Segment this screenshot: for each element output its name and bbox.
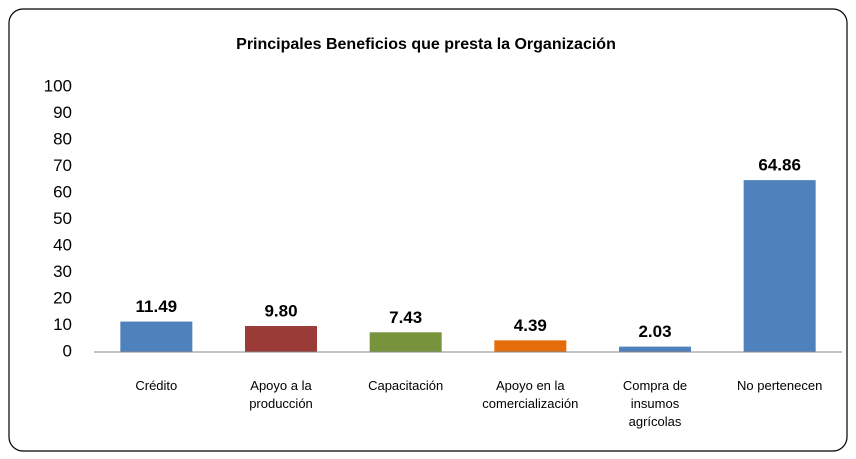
y-tick-label: 60 — [53, 182, 72, 201]
chart-title: Principales Beneficios que presta la Org… — [236, 36, 616, 53]
y-tick-label: 30 — [53, 262, 72, 281]
bar — [369, 332, 442, 352]
value-label: 11.49 — [136, 297, 178, 316]
x-tick-label: Capacitación — [368, 378, 444, 393]
value-label: 4.39 — [514, 316, 547, 335]
value-label: 7.43 — [389, 308, 422, 327]
y-tick-label: 100 — [44, 76, 72, 95]
bar — [619, 346, 691, 352]
bar — [245, 326, 317, 352]
bar — [120, 321, 193, 352]
bar — [494, 340, 567, 352]
chart-border — [8, 8, 848, 452]
y-tick-label: 0 — [63, 341, 72, 360]
x-tick-label: No pertenecen — [737, 378, 823, 393]
y-tick-label: 50 — [53, 209, 72, 228]
y-tick-label: 70 — [53, 156, 72, 175]
y-tick-label: 90 — [53, 103, 72, 122]
y-tick-label: 80 — [53, 129, 72, 148]
x-tick-label: Compra de insumos agrícolas — [622, 378, 688, 429]
bar — [743, 180, 816, 352]
x-tick-label: Apoyo a la producción — [249, 378, 313, 411]
value-label: 2.03 — [638, 322, 671, 341]
y-tick-label: 40 — [53, 235, 72, 254]
y-tick-label: 10 — [53, 315, 72, 334]
value-label: 9.80 — [264, 302, 297, 321]
value-label: 64.86 — [758, 156, 801, 175]
x-tick-label: Apoyo en la comercialización — [482, 378, 579, 411]
y-tick-label: 20 — [53, 288, 72, 307]
x-tick-label: Crédito — [135, 378, 178, 393]
